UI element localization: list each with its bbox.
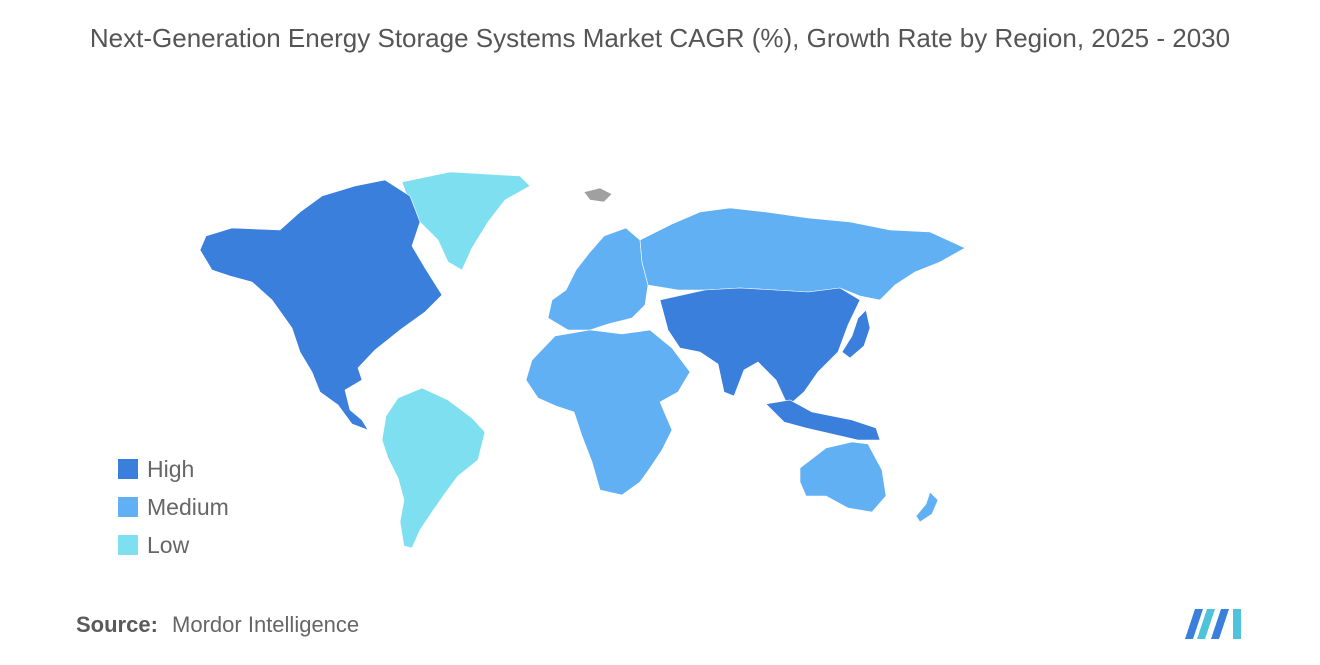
mordor-intelligence-logo-icon [1185,609,1241,639]
legend-swatch-low [118,535,138,555]
region-middle-east-africa [525,329,691,496]
legend-label-medium: Medium [147,493,229,520]
region-new-zealand [915,491,939,523]
legend-item-medium: Medium [118,488,229,526]
region-north-america [199,179,443,431]
region-europe [547,227,649,331]
region-asia-pacific [659,287,861,407]
region-japan [841,309,871,359]
source-value: Mordor Intelligence [172,612,360,637]
legend: High Medium Low [118,450,229,564]
chart-title: Next-Generation Energy Storage Systems M… [89,23,1231,53]
region-australia [799,441,887,513]
region-no-data [583,187,613,203]
region-southeast-asia-islands [765,399,881,441]
region-south-america [381,387,486,549]
legend-label-low: Low [147,531,190,558]
legend-item-high: High [118,450,229,488]
source-label: Source: [76,612,158,637]
legend-item-low: Low [118,526,229,564]
legend-swatch-high [118,459,138,479]
region-greenland [401,171,531,271]
region-russia [639,207,966,301]
legend-label-high: High [147,455,195,482]
source-line: Source: Mordor Intelligence [76,612,359,638]
legend-swatch-medium [118,497,138,517]
